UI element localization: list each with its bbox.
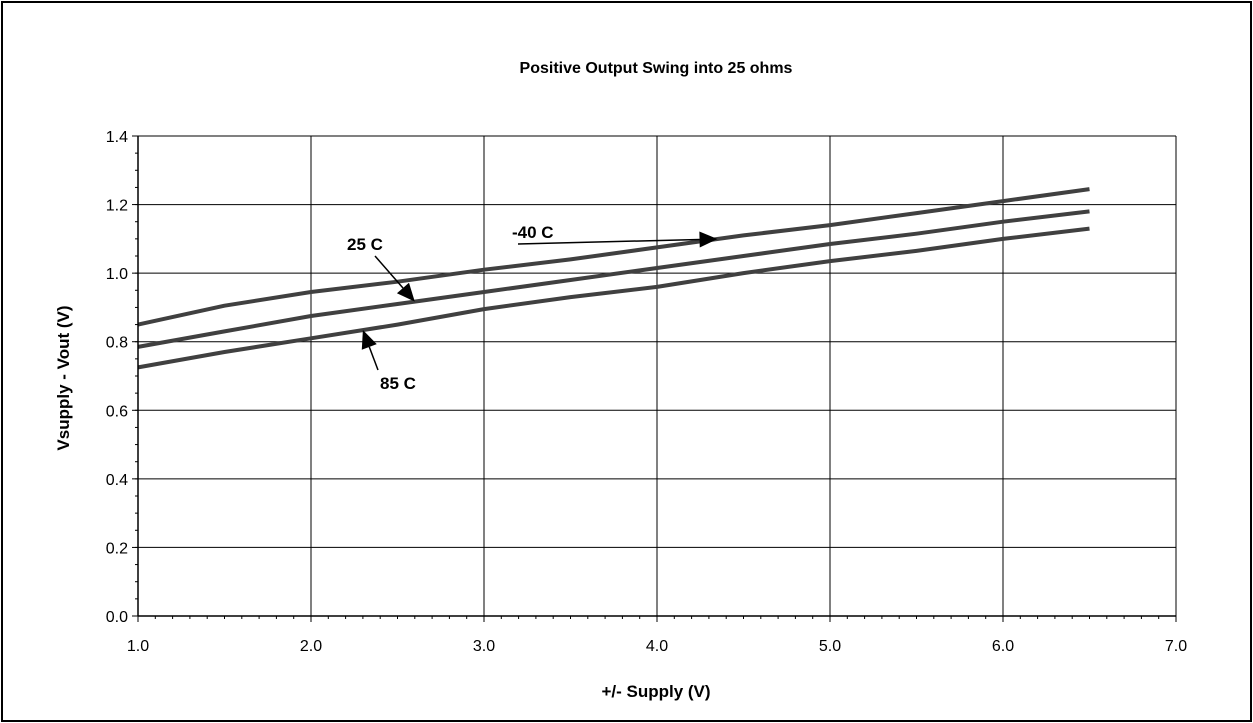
y-tick-label: 1.4 bbox=[106, 129, 128, 146]
y-tick-label: 0.2 bbox=[106, 540, 128, 557]
series-line-25c bbox=[137, 209, 1090, 349]
annotation-label-85c: 85 C bbox=[380, 374, 416, 393]
y-tick-label: 1.0 bbox=[106, 266, 128, 283]
annotation-arrow-shaft-40c bbox=[517, 238, 700, 245]
y-tick-label: 0.8 bbox=[106, 335, 128, 352]
x-tick-label: 3.0 bbox=[473, 638, 495, 655]
gridlines bbox=[138, 135, 1177, 616]
annotation-label-25c: 25 C bbox=[347, 235, 383, 254]
x-tick-label: 6.0 bbox=[992, 638, 1014, 655]
y-tick-label: 0.0 bbox=[106, 609, 128, 626]
chart-title: Positive Output Swing into 25 ohms bbox=[520, 60, 793, 77]
x-tick-label: 2.0 bbox=[300, 638, 322, 655]
x-tick-label: 7.0 bbox=[1165, 638, 1187, 655]
x-tick-label: 5.0 bbox=[819, 638, 841, 655]
x-tick-label: 4.0 bbox=[646, 638, 668, 655]
x-axis-title: +/- Supply (V) bbox=[601, 682, 710, 701]
annotation-arrow-head-25c bbox=[396, 282, 415, 302]
annotation-label-40c: -40 C bbox=[512, 223, 554, 242]
tick-labels: 1.0 2.0 3.0 4.0 5.0 6.0 7.0 0.0 0.2 0.4 0.6 0.8 1.0 1… bbox=[106, 129, 1187, 655]
y-tick-label: 1.2 bbox=[106, 198, 128, 215]
annotation-arrow-shaft-85c bbox=[368, 346, 379, 371]
series-line-40c bbox=[137, 187, 1090, 327]
y-tick-label: 0.4 bbox=[106, 472, 128, 489]
series-line-85c bbox=[137, 226, 1090, 370]
series-annotations: -40 C 25 C 85 C bbox=[347, 223, 718, 393]
annotation-arrow-shaft-25c bbox=[374, 255, 404, 289]
axes bbox=[132, 135, 1177, 622]
x-tick-label: 1.0 bbox=[127, 638, 149, 655]
y-tick-label: 0.6 bbox=[106, 403, 128, 420]
annotation-arrow-head-40c bbox=[699, 231, 718, 248]
annotation-arrow-head-85c bbox=[361, 330, 377, 350]
y-axis-title: Vsupply - Vout (V) bbox=[54, 305, 73, 450]
series-lines bbox=[137, 187, 1090, 370]
